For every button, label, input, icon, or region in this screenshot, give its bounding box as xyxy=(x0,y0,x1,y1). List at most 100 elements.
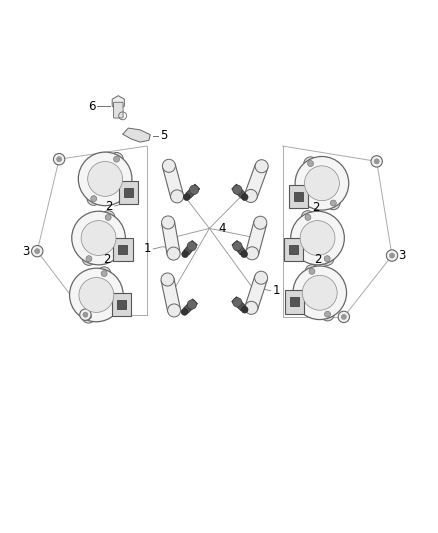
Circle shape xyxy=(241,251,247,257)
Circle shape xyxy=(330,200,336,206)
Circle shape xyxy=(53,154,65,165)
Circle shape xyxy=(85,313,92,319)
Circle shape xyxy=(324,256,330,262)
Polygon shape xyxy=(232,297,246,311)
Circle shape xyxy=(35,248,40,254)
Circle shape xyxy=(302,276,337,310)
Polygon shape xyxy=(184,299,198,313)
Circle shape xyxy=(371,156,382,167)
Polygon shape xyxy=(232,240,245,255)
Circle shape xyxy=(241,306,248,313)
Circle shape xyxy=(57,157,62,161)
Circle shape xyxy=(291,211,344,265)
Bar xyxy=(289,245,298,254)
Circle shape xyxy=(309,269,315,274)
Circle shape xyxy=(341,314,346,319)
FancyBboxPatch shape xyxy=(283,238,303,261)
Circle shape xyxy=(80,309,91,320)
Circle shape xyxy=(79,278,114,312)
Circle shape xyxy=(78,152,132,206)
FancyBboxPatch shape xyxy=(113,238,133,261)
Circle shape xyxy=(113,156,120,162)
Circle shape xyxy=(293,266,346,320)
Circle shape xyxy=(162,159,176,172)
Circle shape xyxy=(254,271,268,284)
FancyBboxPatch shape xyxy=(289,185,308,208)
Circle shape xyxy=(86,256,92,262)
Circle shape xyxy=(327,196,340,209)
Circle shape xyxy=(187,300,197,309)
Circle shape xyxy=(307,160,314,166)
Circle shape xyxy=(182,251,188,257)
FancyBboxPatch shape xyxy=(113,102,123,118)
Circle shape xyxy=(105,214,111,220)
Circle shape xyxy=(321,308,334,321)
Polygon shape xyxy=(246,221,267,255)
Polygon shape xyxy=(245,276,267,310)
Circle shape xyxy=(110,152,123,166)
Circle shape xyxy=(181,309,188,315)
Text: 1: 1 xyxy=(272,284,280,297)
Polygon shape xyxy=(245,164,268,198)
Circle shape xyxy=(305,214,311,220)
Polygon shape xyxy=(232,184,246,198)
Text: 1: 1 xyxy=(144,243,151,255)
Circle shape xyxy=(70,268,123,322)
Circle shape xyxy=(82,310,95,323)
Polygon shape xyxy=(161,278,180,312)
Text: 5: 5 xyxy=(160,130,167,142)
Circle shape xyxy=(187,241,197,251)
Polygon shape xyxy=(123,128,150,142)
FancyBboxPatch shape xyxy=(285,290,304,313)
Circle shape xyxy=(162,216,175,229)
Circle shape xyxy=(101,271,107,277)
Circle shape xyxy=(246,247,259,260)
Circle shape xyxy=(255,160,268,173)
Circle shape xyxy=(304,166,339,201)
Circle shape xyxy=(389,253,395,258)
Circle shape xyxy=(81,221,116,255)
Bar xyxy=(290,297,299,306)
Bar xyxy=(294,192,303,201)
Circle shape xyxy=(97,267,111,280)
Circle shape xyxy=(170,190,184,203)
Circle shape xyxy=(168,304,180,317)
Circle shape xyxy=(245,301,258,314)
Text: 6: 6 xyxy=(88,100,95,112)
Circle shape xyxy=(386,250,398,261)
Text: 3: 3 xyxy=(22,245,30,257)
Circle shape xyxy=(325,311,331,317)
Text: 2: 2 xyxy=(106,199,113,213)
Circle shape xyxy=(72,211,125,265)
Circle shape xyxy=(233,241,242,251)
Text: 2: 2 xyxy=(314,253,322,266)
Circle shape xyxy=(295,157,349,210)
Circle shape xyxy=(82,252,95,265)
Text: 2: 2 xyxy=(312,201,319,214)
Bar xyxy=(117,300,126,309)
Circle shape xyxy=(244,189,258,203)
Circle shape xyxy=(83,312,88,317)
Circle shape xyxy=(254,216,267,229)
Text: 2: 2 xyxy=(103,253,111,266)
FancyBboxPatch shape xyxy=(112,293,131,316)
Circle shape xyxy=(102,211,115,224)
Circle shape xyxy=(91,196,97,201)
Circle shape xyxy=(161,273,174,286)
Circle shape xyxy=(374,159,379,164)
Circle shape xyxy=(87,192,100,205)
Circle shape xyxy=(321,252,334,265)
Polygon shape xyxy=(162,221,180,255)
Circle shape xyxy=(167,247,180,260)
Polygon shape xyxy=(162,164,184,198)
Circle shape xyxy=(189,185,199,195)
Circle shape xyxy=(338,311,350,322)
Text: 4: 4 xyxy=(218,222,226,235)
Circle shape xyxy=(305,265,319,278)
Circle shape xyxy=(233,297,242,307)
FancyBboxPatch shape xyxy=(119,181,138,204)
Circle shape xyxy=(233,185,242,195)
Circle shape xyxy=(301,211,314,224)
Circle shape xyxy=(300,221,335,255)
Bar xyxy=(124,188,133,197)
